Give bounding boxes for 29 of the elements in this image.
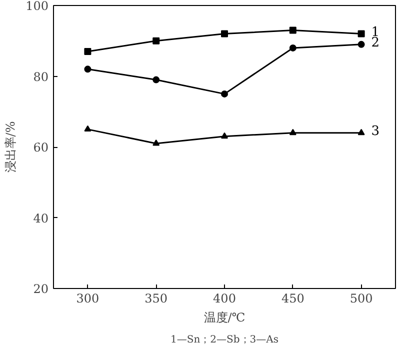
- x-tick-label: 400: [213, 292, 236, 306]
- y-tick-label: 80: [33, 70, 49, 84]
- y-tick-label: 40: [33, 211, 49, 226]
- x-tick-label: 500: [350, 292, 373, 306]
- y-tick-label: 20: [33, 282, 49, 296]
- point: [289, 128, 296, 136]
- point: [84, 48, 92, 55]
- x-axis-title: 温度/℃: [204, 310, 246, 324]
- text: 1—Sn；2—Sb；3—As: [170, 334, 278, 346]
- point: [289, 44, 296, 52]
- point: [84, 66, 92, 73]
- y-tick-label: 100: [26, 0, 48, 13]
- point: [358, 40, 365, 48]
- x-tick-label: 350: [144, 292, 168, 306]
- y-tick-label: 60: [33, 140, 49, 154]
- series-label: 3: [371, 124, 380, 139]
- point: [152, 37, 160, 44]
- x-tick-label: 450: [281, 292, 304, 306]
- x-tick-label: 300: [76, 292, 100, 306]
- point: [221, 90, 228, 98]
- point: [152, 76, 160, 84]
- point: [221, 30, 228, 38]
- point: [289, 26, 296, 34]
- point: [84, 125, 92, 132]
- point: [152, 140, 160, 146]
- point: [358, 128, 365, 136]
- point: [358, 30, 365, 38]
- y-axis-title: 浸出率/%: [4, 121, 18, 173]
- point: [221, 132, 228, 139]
